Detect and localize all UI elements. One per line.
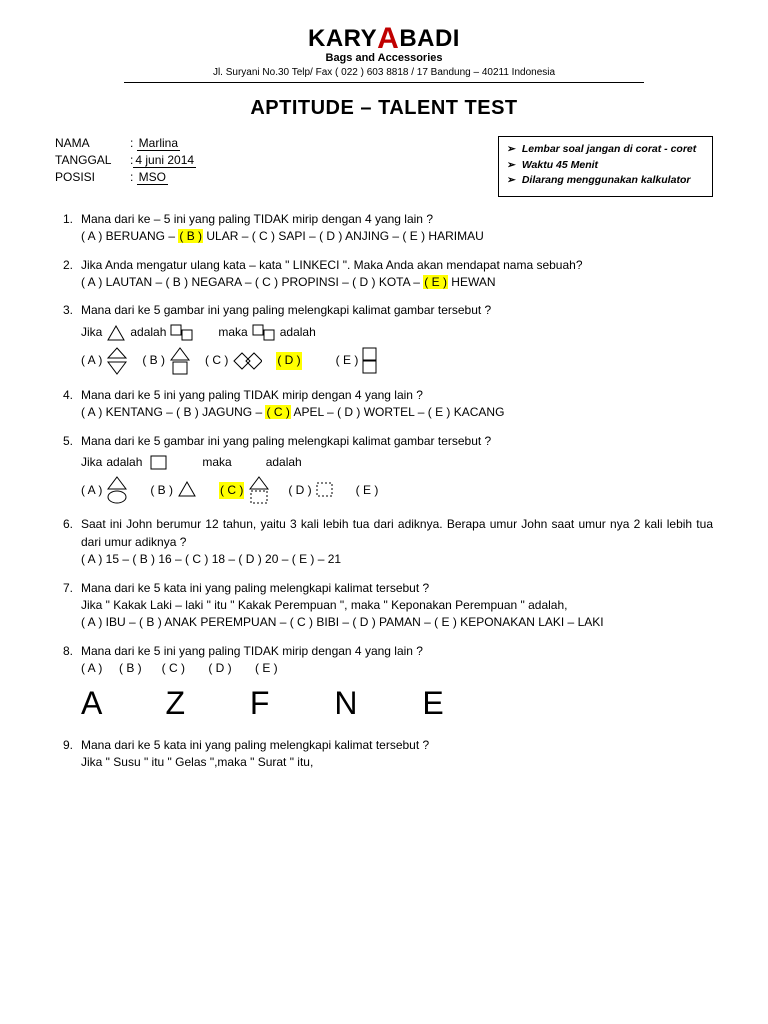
nama-label: NAMA <box>55 136 130 150</box>
q-number: 9. <box>55 737 81 772</box>
tanggal-label: TANGGAL <box>55 153 130 167</box>
shape-c-icon <box>232 351 262 371</box>
question-1: 1. Mana dari ke – 5 ini yang paling TIDA… <box>55 211 713 246</box>
candidate-info: NAMA : Marlina TANGGAL :4 juni 2014 POSI… <box>55 136 196 187</box>
square-icon <box>150 455 168 471</box>
tanggal-value: 4 juni 2014 <box>133 153 196 168</box>
nama-value: Marlina <box>137 136 180 151</box>
q-number: 1. <box>55 211 81 246</box>
q8-letters: A Z F N E <box>81 680 713 726</box>
q5-text: Mana dari ke 5 gambar ini yang paling me… <box>81 434 491 448</box>
q5-highlight: ( C ) <box>219 482 244 499</box>
logo-text-right: BADI <box>399 25 460 52</box>
q-number: 6. <box>55 516 81 568</box>
q3-highlight: ( D ) <box>276 352 301 369</box>
question-4: 4. Mana dari ke 5 ini yang paling TIDAK … <box>55 387 713 422</box>
rules-box: ➢ Lembar soal jangan di corat - coret ➢ Wa… <box>498 136 713 197</box>
shape-b-icon <box>177 480 197 500</box>
question-6: 6. Saat ini John berumur 12 tahun, yaitu… <box>55 516 713 568</box>
q9-line2: Jika " Susu " itu " Gelas ",maka " Surat… <box>81 755 313 769</box>
q1-opt-a: ( A ) BERUANG – <box>81 229 178 243</box>
q3-text: Mana dari ke 5 gambar ini yang paling me… <box>81 303 491 317</box>
rule-2: Waktu 45 Menit <box>522 159 598 171</box>
q7-text: Mana dari ke 5 kata ini yang paling mele… <box>81 581 429 595</box>
bullet-icon: ➢ <box>507 143 516 157</box>
posisi-label: POSISI <box>55 170 130 184</box>
q2-opts: ( A ) LAUTAN – ( B ) NEGARA – ( C ) PROP… <box>81 275 423 289</box>
logo-accent-letter: A <box>377 22 399 55</box>
q2-highlight: ( E ) <box>423 275 448 289</box>
rule-3: Dilarang menggunakan kalkulator <box>522 174 691 186</box>
bullet-icon: ➢ <box>507 174 516 188</box>
q-number: 4. <box>55 387 81 422</box>
q5-prompt-row: Jika adalah maka adalah <box>81 454 713 471</box>
q9-text: Mana dari ke 5 kata ini yang paling mele… <box>81 738 429 752</box>
posisi-value: MSO <box>137 170 168 185</box>
triangle-icon <box>106 324 126 342</box>
question-9: 9. Mana dari ke 5 kata ini yang paling m… <box>55 737 713 772</box>
q4-opts-a: ( A ) KENTANG – ( B ) JAGUNG – <box>81 405 265 419</box>
shape-e-icon <box>362 347 378 375</box>
shape-c-icon <box>248 475 270 505</box>
q6-text: Saat ini John berumur 12 tahun, yaitu 3 … <box>81 517 713 548</box>
question-2: 2. Jika Anda mengatur ulang kata – kata … <box>55 257 713 292</box>
squares-icon <box>170 324 194 342</box>
logo-text-left: KARY <box>308 25 377 52</box>
q1-highlight: ( B ) <box>178 229 203 243</box>
q2-rest: HEWAN <box>448 275 496 289</box>
q7-opts: ( A ) IBU – ( B ) ANAK PEREMPUAN – ( C )… <box>81 615 604 629</box>
question-7: 7. Mana dari ke 5 kata ini yang paling m… <box>55 580 713 632</box>
q3-options-row: ( A ) ( B ) ( C ) ( D ) ( E ) <box>81 346 713 376</box>
q4-text: Mana dari ke 5 ini yang paling TIDAK mir… <box>81 388 423 402</box>
q4-rest: APEL – ( D ) WORTEL – ( E ) KACANG <box>291 405 505 419</box>
q4-highlight: ( C ) <box>265 405 290 419</box>
q3-prompt-row: Jika adalah maka adalah <box>81 324 713 342</box>
q-number: 2. <box>55 257 81 292</box>
company-address: Jl. Suryani No.30 Telp/ Fax ( 022 ) 603 … <box>124 67 644 83</box>
q5-options-row: ( A ) ( B ) ( C ) ( D ) ( E ) <box>81 475 713 505</box>
shape-a-icon <box>106 346 128 376</box>
rule-1: Lembar soal jangan di corat - coret <box>522 143 696 155</box>
question-3: 3. Mana dari ke 5 gambar ini yang paling… <box>55 302 713 375</box>
q8-text: Mana dari ke 5 ini yang paling TIDAK mir… <box>81 644 423 658</box>
bullet-icon: ➢ <box>507 159 516 173</box>
squares-icon <box>252 324 276 342</box>
company-logo: KARYABADI <box>55 20 713 54</box>
q-number: 8. <box>55 643 81 726</box>
q2-text: Jika Anda mengatur ulang kata – kata " L… <box>81 258 583 272</box>
q6-opts: ( A ) 15 – ( B ) 16 – ( C ) 18 – ( D ) 2… <box>81 552 341 566</box>
info-block: NAMA : Marlina TANGGAL :4 juni 2014 POSI… <box>55 136 713 197</box>
question-8: 8. Mana dari ke 5 ini yang paling TIDAK … <box>55 643 713 726</box>
q8-opts: ( A ) ( B ) ( C ) ( D ) ( E ) <box>81 661 278 675</box>
document-header: KARYABADI Bags and Accessories Jl. Surya… <box>55 20 713 83</box>
shape-a-icon <box>106 475 128 505</box>
questions-list: 1. Mana dari ke – 5 ini yang paling TIDA… <box>55 211 713 772</box>
q1-text: Mana dari ke – 5 ini yang paling TIDAK m… <box>81 212 433 226</box>
q-number: 3. <box>55 302 81 375</box>
question-5: 5. Mana dari ke 5 gambar ini yang paling… <box>55 433 713 506</box>
shape-d-icon <box>316 482 334 498</box>
q-number: 5. <box>55 433 81 506</box>
q7-line2: Jika " Kakak Laki – laki " itu " Kakak P… <box>81 598 568 612</box>
shape-b-icon <box>169 346 191 376</box>
q1-rest: ULAR – ( C ) SAPI – ( D ) ANJING – ( E )… <box>203 229 484 243</box>
document-title: APTITUDE – TALENT TEST <box>55 97 713 120</box>
q-number: 7. <box>55 580 81 632</box>
